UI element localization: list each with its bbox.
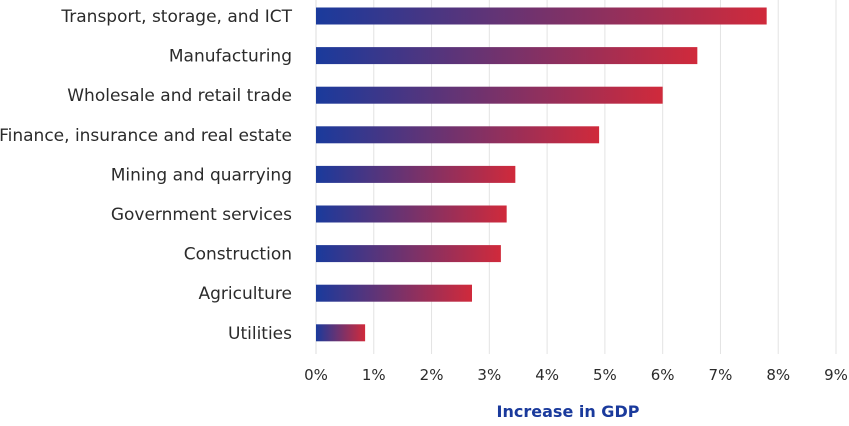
category-label: Agriculture <box>199 284 293 304</box>
x-tick-label: 8% <box>766 366 790 384</box>
category-labels: Transport, storage, and ICT Manufacturing… <box>0 7 293 344</box>
x-tick-label: 6% <box>651 366 675 384</box>
category-label: Manufacturing <box>169 47 292 67</box>
bar <box>316 126 600 144</box>
category-label: Finance, insurance and real estate <box>0 126 292 146</box>
category-label: Wholesale and retail trade <box>67 86 292 106</box>
category-label: Transport, storage, and ICT <box>60 7 292 27</box>
x-tick-label: 9% <box>824 366 848 384</box>
x-tick-label: 3% <box>477 366 501 384</box>
bar <box>316 86 663 104</box>
bar <box>316 47 698 65</box>
bar <box>316 205 507 223</box>
x-axis-ticks: 0% 1% 2% 3% 4% 5% 6% 7% 8% 9% <box>304 366 848 384</box>
category-label: Mining and quarrying <box>111 165 292 185</box>
x-axis-title: Increase in GDP <box>497 402 640 421</box>
bar <box>316 324 366 342</box>
x-tick-label: 0% <box>304 366 328 384</box>
category-label: Construction <box>184 245 292 265</box>
x-tick-label: 5% <box>593 366 617 384</box>
bar <box>316 7 767 25</box>
bars <box>316 7 767 342</box>
x-tick-label: 1% <box>362 366 386 384</box>
category-label: Utilities <box>228 324 292 344</box>
x-tick-label: 2% <box>420 366 444 384</box>
x-tick-label: 4% <box>535 366 559 384</box>
x-tick-label: 7% <box>709 366 733 384</box>
category-label: Government services <box>111 205 292 225</box>
bar <box>316 165 516 183</box>
bar <box>316 245 501 263</box>
bar <box>316 284 472 302</box>
